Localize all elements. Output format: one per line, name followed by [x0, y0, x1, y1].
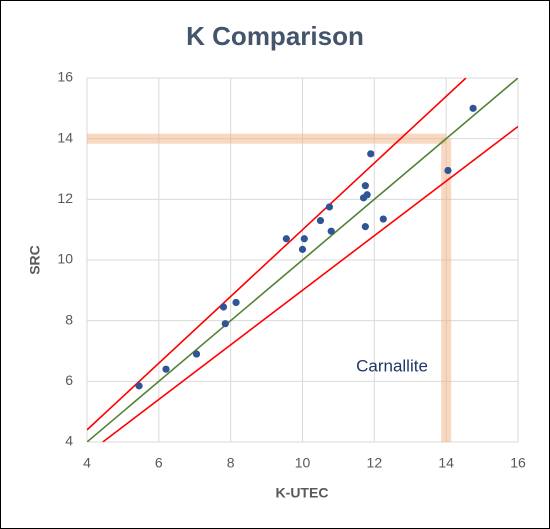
- reference-line: [102, 125, 518, 442]
- y-tick-label: 4: [65, 433, 73, 449]
- point: [192, 350, 201, 358]
- point: [316, 216, 325, 225]
- point: [363, 191, 371, 199]
- x-tick-label: 12: [367, 455, 383, 471]
- lines: [87, 78, 518, 442]
- point: [361, 182, 369, 190]
- point: [379, 215, 387, 223]
- highlight-band: [441, 138, 452, 442]
- reference-line: [87, 78, 518, 442]
- reference-line: [87, 78, 467, 431]
- x-tick-label: 8: [227, 455, 235, 471]
- x-tick-label: 6: [155, 455, 163, 471]
- y-tick-label: 6: [65, 372, 73, 388]
- annotation: Carnallite: [356, 356, 428, 375]
- point: [325, 203, 334, 211]
- y-tick-label: 16: [57, 69, 73, 85]
- point: [469, 104, 477, 112]
- x-tick-label: 14: [438, 455, 454, 471]
- point: [300, 235, 308, 243]
- chart-title: K Comparison: [186, 21, 364, 51]
- y-tick-label: 8: [65, 311, 73, 327]
- x-tick-label: 16: [510, 455, 526, 471]
- point: [232, 298, 240, 307]
- x-axis-label: K-UTEC: [276, 485, 329, 501]
- point: [221, 320, 229, 328]
- point: [444, 166, 452, 175]
- y-axis-label: SRC: [27, 245, 43, 275]
- point: [361, 223, 369, 231]
- point: [219, 303, 228, 311]
- point: [367, 150, 375, 158]
- point: [327, 227, 335, 235]
- point: [162, 365, 170, 373]
- x-tick-label: 10: [295, 455, 311, 471]
- y-tick-label: 14: [57, 129, 73, 145]
- y-tick-label: 10: [57, 251, 73, 267]
- x-tick-label: 4: [83, 455, 91, 471]
- y-tick-label: 12: [57, 190, 73, 206]
- highlight-band: [87, 133, 447, 144]
- point: [282, 235, 290, 243]
- point: [135, 382, 143, 390]
- point: [298, 245, 307, 253]
